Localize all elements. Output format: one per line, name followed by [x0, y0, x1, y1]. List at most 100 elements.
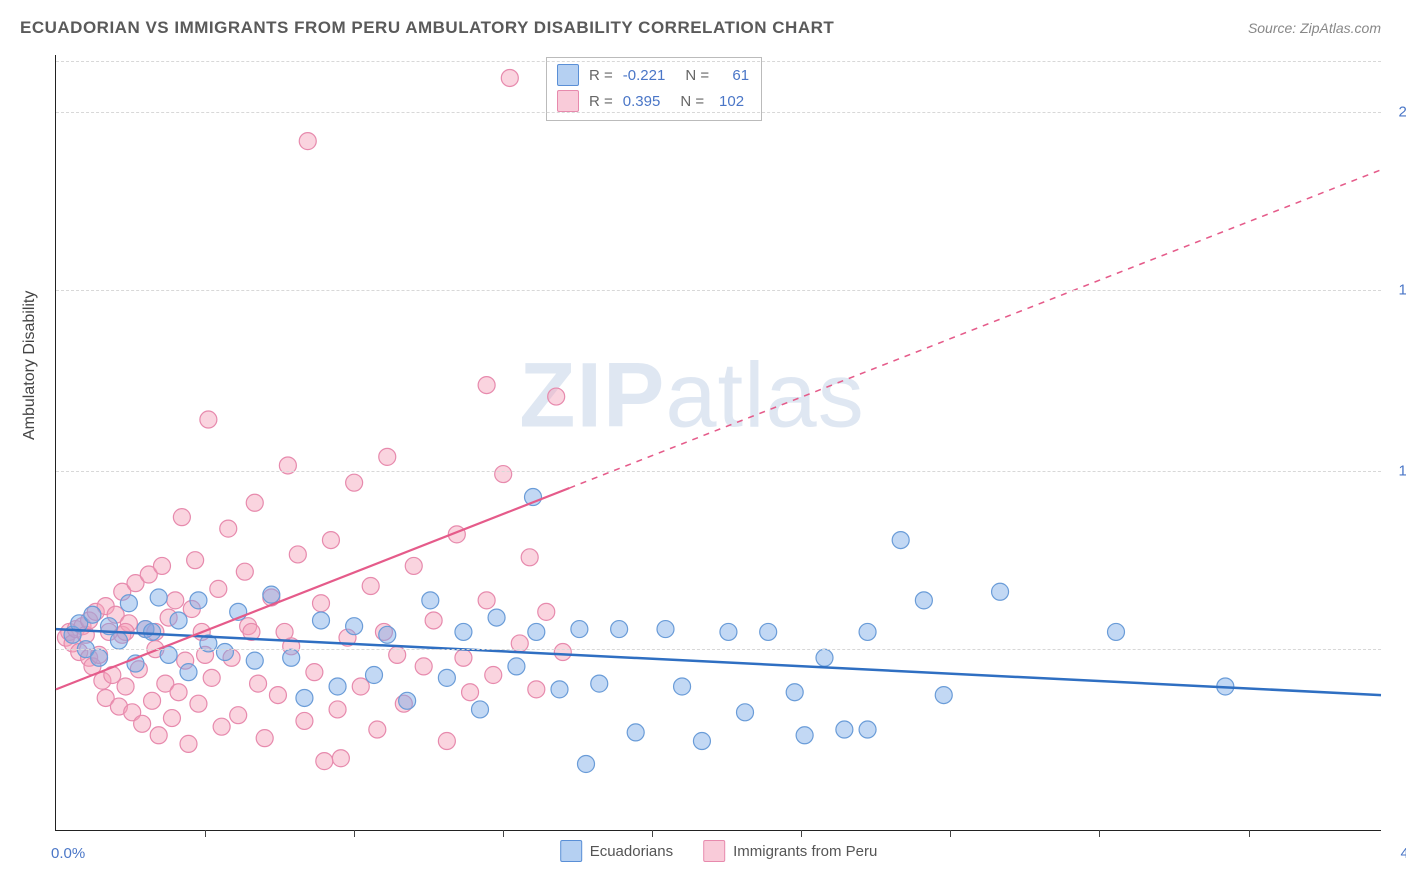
swatch-blue-mini [557, 64, 579, 86]
gridline-h [56, 112, 1381, 113]
scatter-point [269, 687, 286, 704]
scatter-point [190, 695, 207, 712]
trend-line [569, 170, 1381, 488]
scatter-point [915, 592, 932, 609]
stat-row-blue: R = -0.221 N = 61 [557, 62, 749, 88]
scatter-point [296, 689, 313, 706]
scatter-point [379, 448, 396, 465]
n-label: N = [685, 67, 709, 84]
scatter-point [508, 658, 525, 675]
gridline-h [56, 471, 1381, 472]
plot-area: ZIPatlas R = -0.221 N = 61 R = 0.395 N =… [55, 55, 1381, 831]
x-tick [652, 830, 653, 837]
y-tick-label: 12.5% [1398, 463, 1406, 480]
n-label: N = [680, 93, 704, 110]
scatter-point [230, 707, 247, 724]
scatter-point [571, 621, 588, 638]
scatter-point [405, 557, 422, 574]
scatter-point [213, 718, 230, 735]
scatter-point [836, 721, 853, 738]
scatter-point [144, 692, 161, 709]
scatter-point [190, 592, 207, 609]
scatter-point [352, 678, 369, 695]
gridline-h [56, 290, 1381, 291]
x-tick [1099, 830, 1100, 837]
scatter-point [528, 681, 545, 698]
x-tick [503, 830, 504, 837]
scatter-point [256, 730, 273, 747]
scatter-point [369, 721, 386, 738]
legend-item-pink: Immigrants from Peru [703, 840, 877, 862]
scatter-point [591, 675, 608, 692]
source-credit: Source: ZipAtlas.com [1248, 20, 1381, 36]
scatter-point [399, 692, 416, 709]
gridline-h [56, 649, 1381, 650]
scatter-point [246, 652, 263, 669]
scatter-point [578, 755, 595, 772]
scatter-point [329, 678, 346, 695]
scatter-point [150, 589, 167, 606]
scatter-point [478, 377, 495, 394]
scatter-point [246, 494, 263, 511]
scatter-point [495, 466, 512, 483]
swatch-pink-mini [557, 90, 579, 112]
scatter-point [611, 621, 628, 638]
scatter-point [760, 623, 777, 640]
y-tick-label: 18.8% [1398, 282, 1406, 299]
scatter-point [478, 592, 495, 609]
scatter-point [657, 621, 674, 638]
scatter-point [84, 606, 101, 623]
scatter-point [203, 669, 220, 686]
r-label: R = [589, 67, 613, 84]
scatter-point [154, 557, 171, 574]
scatter-point [329, 701, 346, 718]
y-tick-label: 25.0% [1398, 104, 1406, 121]
scatter-point [892, 532, 909, 549]
scatter-point [283, 649, 300, 666]
scatter-point [415, 658, 432, 675]
scatter-point [263, 586, 280, 603]
scatter-point [425, 612, 442, 629]
scatter-point [438, 669, 455, 686]
scatter-point [674, 678, 691, 695]
scatter-point [144, 623, 161, 640]
n-value-pink: 102 [714, 93, 744, 110]
scatter-point [720, 623, 737, 640]
scatter-point [180, 664, 197, 681]
r-value-blue: -0.221 [623, 67, 666, 84]
scatter-point [554, 644, 571, 661]
x-tick [354, 830, 355, 837]
scatter-point [150, 727, 167, 744]
scatter-point [180, 735, 197, 752]
scatter-point [1108, 623, 1125, 640]
legend-label-blue: Ecuadorians [590, 843, 673, 860]
x-min-label: 0.0% [51, 845, 85, 862]
source-name: ZipAtlas.com [1300, 20, 1381, 36]
source-label: Source: [1248, 20, 1296, 36]
scatter-point [276, 623, 293, 640]
legend-item-blue: Ecuadorians [560, 840, 673, 862]
scatter-point [548, 388, 565, 405]
scatter-point [796, 727, 813, 744]
scatter-point [438, 733, 455, 750]
scatter-point [346, 474, 363, 491]
stat-row-pink: R = 0.395 N = 102 [557, 88, 749, 114]
scatter-point [120, 595, 137, 612]
scatter-point [521, 549, 538, 566]
legend-label-pink: Immigrants from Peru [733, 843, 877, 860]
x-tick [1249, 830, 1250, 837]
scatter-point [485, 667, 502, 684]
scatter-point [627, 724, 644, 741]
scatter-point [379, 626, 396, 643]
scatter-point [316, 753, 333, 770]
x-max-label: 40.0% [1400, 845, 1406, 862]
scatter-point [216, 644, 233, 661]
scatter-point [346, 618, 363, 635]
scatter-point [163, 710, 180, 727]
r-value-pink: 0.395 [623, 93, 661, 110]
scatter-point [859, 721, 876, 738]
scatter-point [170, 684, 187, 701]
scatter-point [299, 133, 316, 150]
scatter-point [551, 681, 568, 698]
r-label: R = [589, 93, 613, 110]
